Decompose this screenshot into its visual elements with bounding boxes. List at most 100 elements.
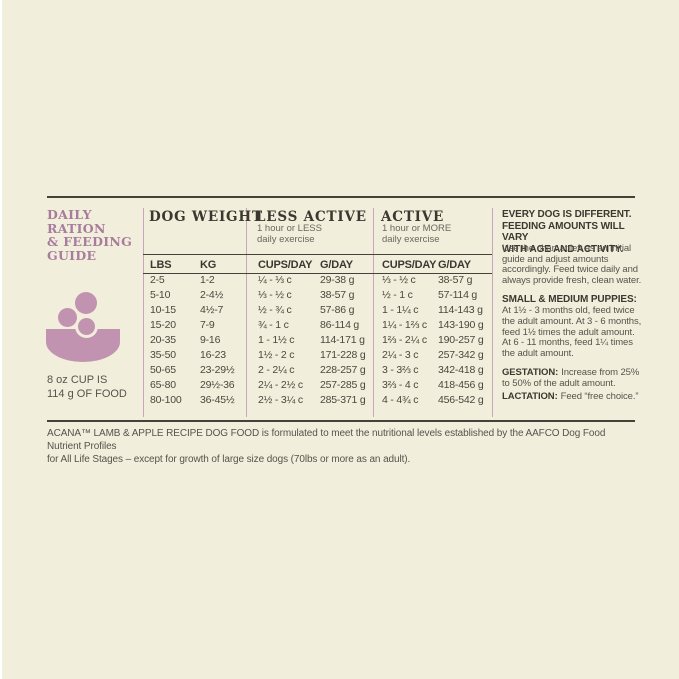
cell-less-active-grams: 57-86 g (320, 304, 355, 316)
cell-lbs: 65-80 (150, 379, 176, 391)
table-row: 35-50 16-23 1½ - 2 c 171-228 g 2¼ - 3 c … (150, 349, 492, 363)
cell-kg: 1-2 (200, 274, 215, 286)
active-header: ACTIVE (381, 209, 445, 225)
cell-active-grams: 257-342 g (438, 349, 484, 361)
cell-active-cups: 1 - 1¼ c (382, 304, 419, 316)
cell-active-cups: 4 - 4¾ c (382, 394, 419, 406)
cell-active-cups: 1¼ - 1⅔ c (382, 319, 427, 331)
cell-active-grams: 190-257 g (438, 334, 484, 346)
cell-active-grams: 456-542 g (438, 394, 484, 406)
column-header-lbs: LBS (150, 259, 172, 271)
dog-weight-header: DOG WEIGHT (149, 209, 263, 225)
aafco-footnote: ACANA™ LAMB & APPLE RECIPE DOG FOOD is f… (47, 428, 606, 465)
left-edge-strip (0, 0, 2, 679)
cell-lbs: 15-20 (150, 319, 176, 331)
less-active-subtext: 1 hour or LESS daily exercise (257, 223, 322, 245)
cell-active-cups: ½ - 1 c (382, 289, 413, 301)
cell-active-grams: 114-143 g (438, 304, 483, 316)
cell-active-cups: 2¼ - 3 c (382, 349, 419, 361)
gestation-label: GESTATION: (502, 367, 559, 378)
daily-ration-title: DAILY RATION & FEEDING GUIDE (47, 207, 133, 263)
kibble-dot-icon (78, 318, 95, 335)
cup-measure-note: 8 oz CUP IS 114 g OF FOOD (47, 374, 127, 400)
cell-lbs: 80-100 (150, 394, 182, 406)
subheader-separator (143, 273, 492, 274)
column-header-grams-active: G/DAY (438, 259, 471, 271)
column-header-grams-less-active: G/DAY (320, 259, 353, 271)
header-separator (143, 254, 492, 255)
table-row: 2-5 1-2 ¼ - ⅓ c 29-38 g ⅓ - ½ c 38-57 g (150, 274, 492, 288)
puppies-heading: SMALL & MEDIUM PUPPIES: (502, 294, 637, 305)
gestation-text: Increase from 25% to 50% of the adult am… (502, 367, 640, 389)
cell-less-active-cups: ½ - ¾ c (258, 304, 292, 316)
top-rule (47, 196, 635, 198)
lactation-text: Feed “free choice.” (560, 391, 639, 402)
table-row: 50-65 23-29½ 2 - 2¼ c 228-257 g 3 - 3⅔ c… (150, 364, 492, 378)
table-row: 5-10 2-4½ ⅓ - ½ c 38-57 g ½ - 1 c 57-114… (150, 289, 492, 303)
table-row: 65-80 29½-36 2¼ - 2½ c 257-285 g 3⅔ - 4 … (150, 379, 492, 393)
cell-lbs: 5-10 (150, 289, 171, 301)
cell-less-active-grams: 228-257 g (320, 364, 366, 376)
gestation-note: GESTATION: Increase from 25% to 50% of th… (502, 367, 642, 389)
cell-active-cups: 3⅔ - 4 c (382, 379, 419, 391)
bottom-rule (47, 420, 635, 422)
active-subtext: 1 hour or MORE daily exercise (382, 223, 452, 245)
cell-less-active-cups: 2¼ - 2½ c (258, 379, 303, 391)
cell-kg: 16-23 (200, 349, 226, 361)
cell-less-active-cups: 1 - 1½ c (258, 334, 295, 346)
column-divider (492, 208, 493, 417)
cell-less-active-cups: 2 - 2¼ c (258, 364, 295, 376)
cell-lbs: 10-15 (150, 304, 176, 316)
cell-active-grams: 418-456 g (438, 379, 484, 391)
cell-kg: 2-4½ (200, 289, 224, 301)
column-header-kg: KG (200, 259, 217, 271)
table-row: 20-35 9-16 1 - 1½ c 114-171 g 1⅔ - 2¼ c … (150, 334, 492, 348)
cell-active-cups: 1⅔ - 2¼ c (382, 334, 427, 346)
column-divider (373, 208, 374, 417)
cell-active-cups: ⅓ - ½ c (382, 274, 416, 286)
cell-less-active-cups: 1½ - 2 c (258, 349, 295, 361)
cell-less-active-grams: 38-57 g (320, 289, 355, 301)
kibble-dot-icon (58, 308, 77, 327)
cell-less-active-cups: ⅓ - ½ c (258, 289, 292, 301)
info-intro-text: Use the chart at left as an initial guid… (502, 243, 642, 286)
table-row: 15-20 7-9 ¾ - 1 c 86-114 g 1¼ - 1⅔ c 143… (150, 319, 492, 333)
cell-less-active-grams: 114-171 g (320, 334, 365, 346)
table-row: 80-100 36-45½ 2½ - 3¼ c 285-371 g 4 - 4¾… (150, 394, 492, 408)
cell-lbs: 2-5 (150, 274, 165, 286)
cell-lbs: 20-35 (150, 334, 176, 346)
cell-kg: 9-16 (200, 334, 221, 346)
cell-kg: 7-9 (200, 319, 215, 331)
cell-kg: 29½-36 (200, 379, 235, 391)
cell-kg: 4½-7 (200, 304, 224, 316)
less-active-header: LESS ACTIVE (256, 209, 367, 225)
column-header-cups-active: CUPS/DAY (382, 259, 437, 271)
cell-less-active-grams: 285-371 g (320, 394, 366, 406)
cell-lbs: 35-50 (150, 349, 176, 361)
table-row: 10-15 4½-7 ½ - ¾ c 57-86 g 1 - 1¼ c 114-… (150, 304, 492, 318)
column-divider (246, 208, 247, 417)
cell-active-grams: 342-418 g (438, 364, 484, 376)
cell-active-cups: 3 - 3⅔ c (382, 364, 419, 376)
cell-less-active-grams: 257-285 g (320, 379, 366, 391)
cell-kg: 23-29½ (200, 364, 235, 376)
cell-less-active-grams: 29-38 g (320, 274, 355, 286)
cell-lbs: 50-65 (150, 364, 176, 376)
cell-less-active-cups: ¾ - 1 c (258, 319, 289, 331)
cell-less-active-cups: 2½ - 3¼ c (258, 394, 303, 406)
lactation-note: LACTATION: Feed “free choice.” (502, 391, 642, 403)
cell-active-grams: 143-190 g (438, 319, 484, 331)
cell-less-active-grams: 86-114 g (320, 319, 360, 331)
puppies-text: At 1½ - 3 months old, feed twice the adu… (502, 305, 642, 360)
cell-active-grams: 57-114 g (438, 289, 478, 301)
food-bowl-icon (46, 291, 124, 365)
cell-active-grams: 38-57 g (438, 274, 473, 286)
column-header-cups-less-active: CUPS/DAY (258, 259, 313, 271)
lactation-label: LACTATION: (502, 391, 558, 402)
cell-kg: 36-45½ (200, 394, 235, 406)
column-divider (143, 208, 144, 417)
cell-less-active-cups: ¼ - ⅓ c (258, 274, 292, 286)
info-heading: EVERY DOG IS DIFFERENT. FEEDING AMOUNTS … (502, 209, 632, 255)
cell-less-active-grams: 171-228 g (320, 349, 366, 361)
